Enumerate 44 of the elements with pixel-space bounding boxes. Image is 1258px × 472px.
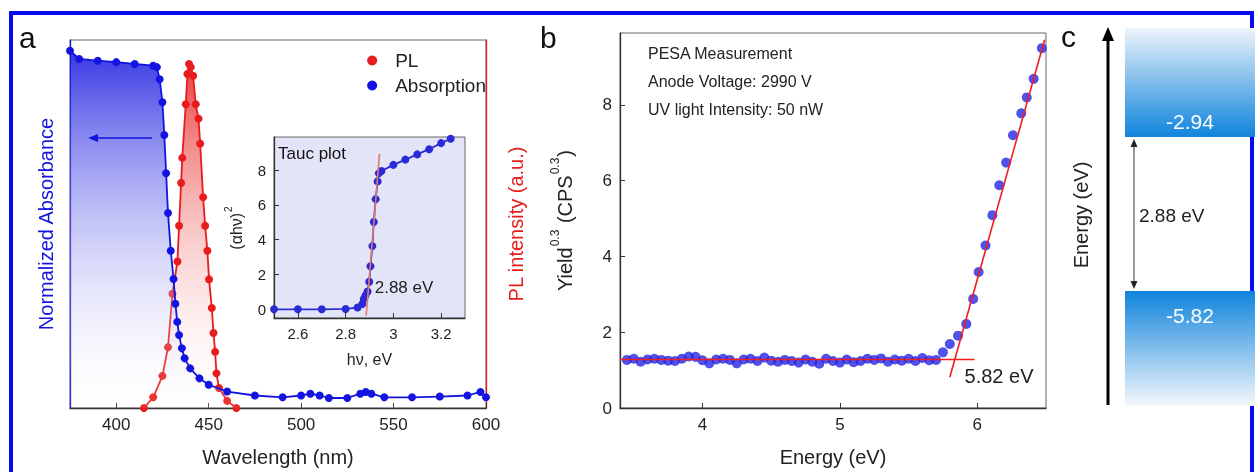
y-tick-label: 8 (602, 95, 612, 115)
x-tick-label: 500 (286, 415, 316, 434)
y-tick-label: 2 (602, 322, 612, 342)
text: Energy (eV) (1070, 161, 1092, 269)
annotation: Anode Voltage: 2990 V (648, 72, 813, 90)
y-tick-label: 4 (257, 231, 266, 249)
y-tick-label: 2 (257, 265, 266, 283)
x-axis-title: hν, eV (346, 350, 393, 368)
x-tick-label: 4 (697, 415, 708, 434)
y-tick-label: 8 (257, 161, 266, 179)
annotation: 2.88 eV (374, 278, 434, 298)
legend-label: PL (395, 50, 419, 71)
y-tick-label: 6 (602, 171, 612, 191)
x-axis-title: Wavelength (nm) (202, 446, 354, 468)
x-tick-label: 400 (102, 415, 131, 434)
chart-title: b (540, 20, 557, 54)
chart-title: Tauc plot (278, 144, 347, 163)
text: c (1061, 20, 1076, 53)
x-tick-label: 6 (972, 415, 983, 434)
y2-axis-title: PL intensity (a.u.) (505, 146, 527, 302)
y-tick-label: 0 (602, 398, 612, 418)
y-axis-title: (αhν)2 (222, 205, 245, 250)
text: -2.94 (1166, 110, 1215, 133)
annotation: UV light Intensity: 50 nW (648, 100, 825, 118)
x-tick-label: 5 (835, 415, 845, 434)
x-tick-label: 550 (379, 415, 408, 434)
x-tick-label: 3 (389, 325, 398, 342)
x-tick-label: 450 (194, 415, 223, 434)
x-tick-label: 600 (471, 415, 501, 434)
y-axis-title: Yield0.3 (CPS0.3) (548, 149, 576, 292)
chart-title: a (19, 20, 36, 54)
x-axis-title: Energy (eV) (779, 446, 887, 468)
annotation: PESA Measurement (648, 44, 793, 62)
annotation: 5.82 eV (964, 364, 1035, 387)
text: 2.88 eV (1139, 205, 1205, 226)
x-tick-label: 2.6 (287, 325, 309, 342)
y-axis-title: Normalized Absorbance (35, 117, 57, 331)
y-tick-label: 6 (257, 196, 266, 214)
x-tick-label: 2.8 (335, 325, 357, 342)
text: -5.82 (1166, 304, 1214, 327)
legend-label: Absorption (395, 75, 487, 96)
y-tick-label: 0 (257, 300, 266, 318)
y-tick-label: 4 (602, 246, 612, 266)
x-tick-label: 3.2 (430, 325, 452, 342)
